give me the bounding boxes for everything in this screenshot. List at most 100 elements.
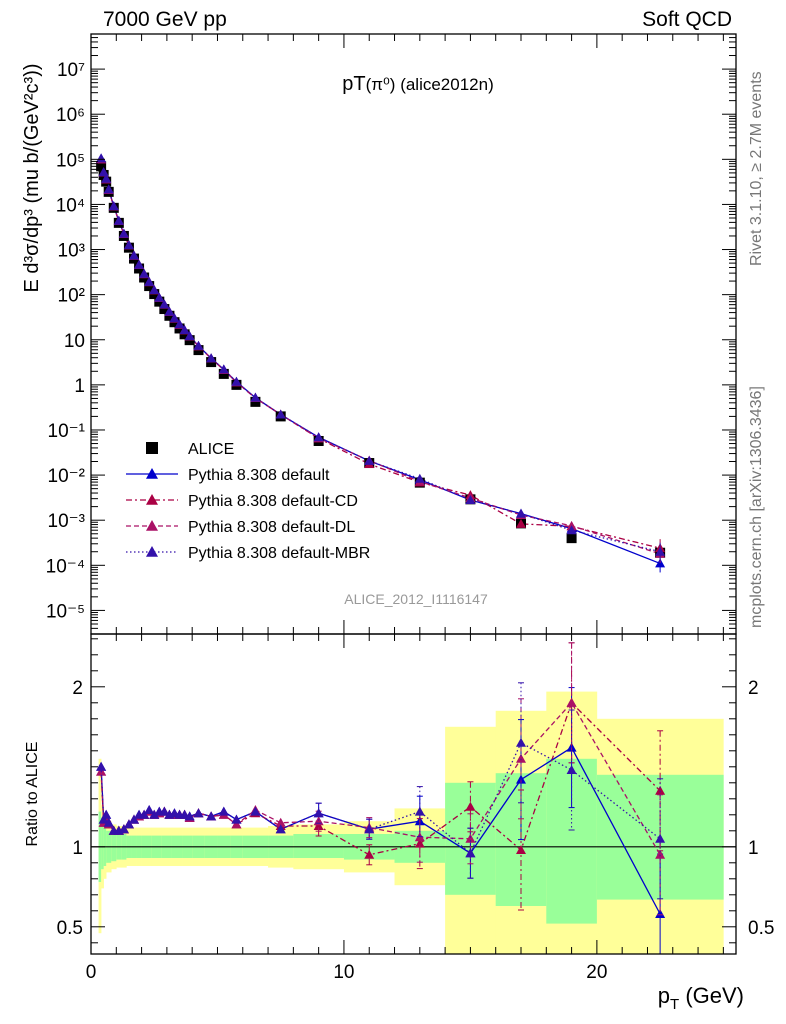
chart-title: pT(π⁰) (alice2012n) [342, 73, 494, 95]
ratio-marker-3 [193, 808, 204, 818]
series-marker-4 [174, 319, 185, 329]
y-tick-label: 10⁷ [57, 60, 85, 81]
y-tick-label: 10⁴ [56, 195, 85, 216]
series-marker-4 [154, 292, 165, 302]
ratio-marker-3 [218, 806, 229, 816]
y-tick-label: 10⁵ [56, 150, 85, 171]
ratio-marker-2 [655, 849, 666, 859]
ratio-marker-3 [144, 805, 155, 814]
series-marker-4 [159, 299, 170, 309]
series-marker-4 [313, 432, 324, 442]
y-tick-label: 10⁻⁴ [46, 556, 85, 577]
legend-label: Pythia 8.308 default-DL [188, 519, 355, 536]
series-marker-4 [113, 215, 124, 225]
series-line-2 [100, 159, 661, 549]
ratio-marker-2 [516, 753, 526, 763]
series-marker-4 [129, 250, 139, 260]
series-marker-4 [218, 364, 229, 374]
series-marker-4 [179, 324, 190, 334]
alice-point [159, 304, 170, 315]
ratio-marker-1 [465, 801, 476, 811]
x-axis-label: pT (GeV) [658, 983, 744, 1013]
ratio-marker-3 [566, 765, 577, 774]
ratio-marker-3 [139, 809, 150, 819]
legend-label: Pythia 8.308 default [188, 467, 330, 484]
y-tick-label: 10⁶ [56, 105, 85, 126]
series-line-4 [100, 158, 661, 553]
x-tick-label: 20 [586, 962, 607, 983]
ratio-marker-2 [465, 833, 476, 843]
series-marker-4 [118, 228, 129, 238]
series-marker-4 [134, 259, 145, 269]
series-marker-4 [108, 201, 119, 211]
ratio-marker-3 [98, 814, 109, 824]
ratio-marker-3 [184, 811, 195, 821]
ratio-marker-1 [313, 821, 324, 830]
y-tick-label: 1 [74, 376, 85, 397]
series-marker-4 [193, 340, 204, 350]
ratio-marker-3 [206, 811, 217, 821]
ratio-marker-1 [655, 785, 666, 795]
series-marker-1 [655, 558, 666, 568]
y-tick-label: 10⁻¹ [48, 421, 86, 442]
legend-marker-alice [146, 442, 158, 454]
series-marker-4 [169, 313, 180, 323]
legend-marker [146, 520, 158, 531]
series-marker-4 [275, 409, 286, 419]
ratio-marker-3 [465, 848, 476, 858]
ratio-marker-3 [275, 824, 286, 834]
ratio-marker-3 [129, 814, 139, 824]
ratio-marker-3 [96, 761, 107, 771]
y-tick-label: 10³ [58, 241, 85, 262]
series-marker-4 [364, 455, 375, 465]
legend-marker [146, 546, 158, 557]
ratio-marker-3 [118, 824, 129, 834]
ratio-marker-3 [313, 808, 324, 818]
ratio-marker-3 [231, 814, 242, 824]
ratio-tick-label-right: 1 [748, 838, 759, 859]
header-left: 7000 GeV pp [103, 8, 227, 31]
series-marker-4 [566, 525, 577, 535]
ratio-marker-3 [149, 809, 160, 819]
series-marker-4 [184, 331, 195, 341]
series-line-1 [100, 158, 661, 565]
mcplots-label: mcplots.cern.ch [arXiv:1306.3436] [748, 386, 765, 628]
y-tick-label: 10² [58, 286, 85, 307]
legend-label: ALICE [188, 441, 234, 458]
ratio-marker-3 [414, 806, 425, 816]
ratio-marker-1 [364, 849, 375, 859]
legend-marker [146, 494, 158, 505]
series-marker-4 [250, 392, 261, 402]
ratio-marker-3 [159, 806, 170, 816]
y-tick-label: 10⁻³ [48, 511, 86, 532]
alice-point [179, 329, 190, 340]
series-marker-4 [144, 276, 155, 286]
ratio-tick-label: 0.5 [57, 918, 83, 939]
series-marker-4 [414, 473, 425, 483]
ratio-marker-2 [275, 817, 286, 827]
series-marker-2 [516, 518, 526, 528]
rivet-label: Rivet 3.1.10, ≥ 2.7M events [748, 71, 765, 266]
ratio-tick-label: 1 [72, 838, 83, 859]
x-tick-label: 0 [86, 962, 97, 983]
series-marker-4 [465, 495, 476, 505]
ratio-marker-3 [364, 824, 375, 834]
ratio-marker-3 [123, 819, 134, 829]
y-tick-label: 10 [64, 331, 85, 352]
alice-point [218, 368, 229, 379]
alice-point [96, 161, 107, 172]
legend-marker [146, 468, 158, 479]
series-marker-4 [139, 268, 150, 278]
series-marker-4 [206, 353, 217, 363]
series-marker-4 [231, 376, 242, 386]
ratio-marker-3 [516, 737, 526, 747]
series-marker-4 [655, 546, 666, 556]
y-axis-label: E d³σ/dp³ (mu b/(GeV²c³)) [21, 63, 43, 292]
x-tick-label: 10 [333, 962, 354, 983]
y-tick-label: 10⁻² [48, 466, 86, 487]
ratio-tick-label-right: 2 [748, 678, 759, 699]
alice-point [566, 533, 577, 544]
ratio-marker-3 [655, 833, 666, 843]
ratio-y-axis-label: Ratio to ALICE [24, 742, 41, 847]
